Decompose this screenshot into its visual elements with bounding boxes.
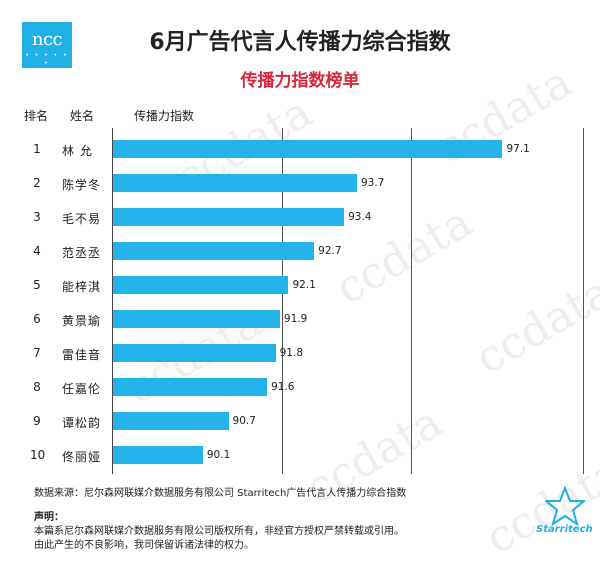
disclaimer-line-1: 本篇系尼尔森网联媒介数据服务有限公司版权所有，非经官方授权严禁转载或引用。 xyxy=(34,526,404,537)
rank-label: 9 xyxy=(33,414,41,428)
header-name: 姓名 xyxy=(70,109,95,123)
rank-label: 6 xyxy=(33,312,41,326)
ncc-logo: ncc • • • • • • xyxy=(22,22,72,68)
logo-dots: • • • • • • xyxy=(25,52,69,67)
bar xyxy=(113,344,276,362)
gridline xyxy=(282,128,283,474)
data-label: 92.1 xyxy=(292,279,316,291)
bar xyxy=(113,174,357,192)
data-label: 90.7 xyxy=(232,415,256,427)
data-source: 数据来源：尼尔森网联媒介数据服务有限公司 Starritech广告代言人传播力综… xyxy=(34,488,407,499)
header-index: 传播力指数 xyxy=(134,109,195,123)
category-label: 任嘉伦 xyxy=(62,382,102,396)
rank-label: 8 xyxy=(33,380,41,394)
data-label: 97.1 xyxy=(506,143,530,155)
bar xyxy=(113,446,203,464)
gridline xyxy=(583,128,584,474)
bar xyxy=(113,208,345,226)
data-label: 93.4 xyxy=(348,211,372,223)
category-label: 毛不易 xyxy=(62,212,102,226)
logo-text: ncc xyxy=(31,29,63,50)
category-label: 范丞丞 xyxy=(62,246,102,260)
data-label: 91.8 xyxy=(279,347,304,359)
category-label: 佟丽娅 xyxy=(62,450,102,464)
rank-label: 3 xyxy=(33,210,41,224)
bar xyxy=(113,378,268,396)
category-label: 谭松韵 xyxy=(62,416,102,430)
data-label: 93.7 xyxy=(360,177,385,189)
bar xyxy=(113,140,503,158)
bar xyxy=(113,310,280,328)
rank-label: 2 xyxy=(33,176,41,190)
rank-label: 4 xyxy=(33,244,41,258)
category-label: 陈学冬 xyxy=(62,178,102,192)
category-label: 能梓淇 xyxy=(62,280,102,294)
disclaimer-line-2: 由此产生的不良影响，我司保留诉诸法律的权力。 xyxy=(34,540,254,551)
disclaimer-heading: 声明： xyxy=(34,512,64,523)
bar xyxy=(113,242,315,260)
data-label: 90.1 xyxy=(206,449,231,461)
category-label: 黄景瑜 xyxy=(62,314,102,328)
data-label: 92.7 xyxy=(318,245,342,257)
chart-subtitle: 传播力指数榜单 xyxy=(240,71,360,91)
data-label: 91.6 xyxy=(271,381,295,393)
rank-label: 1 xyxy=(33,142,41,156)
bar xyxy=(113,276,289,294)
starritech-brand: Starritech xyxy=(536,524,593,535)
rank-label: 7 xyxy=(33,346,41,360)
gridline xyxy=(411,128,412,474)
watermark-text: ccdata xyxy=(467,266,600,385)
y-axis-line xyxy=(112,128,113,474)
category-label: 雷佳音 xyxy=(62,348,102,362)
bar xyxy=(113,412,229,430)
rank-label: 5 xyxy=(33,278,41,292)
starritech-star-icon xyxy=(545,486,585,526)
chart-title: 6月广告代言人传播力综合指数 xyxy=(149,30,451,55)
category-label: 林 允 xyxy=(62,144,93,158)
data-label: 91.9 xyxy=(283,313,308,325)
header-rank: 排名 xyxy=(24,109,49,123)
rank-label: 10 xyxy=(30,448,46,462)
